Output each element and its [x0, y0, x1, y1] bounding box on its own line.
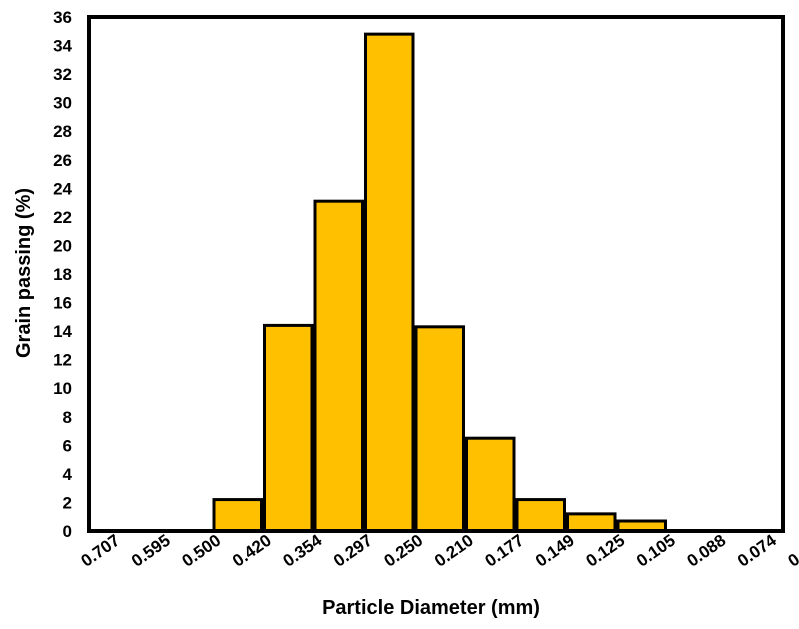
y-tick-label: 36 — [53, 8, 72, 27]
x-axis-ticks: 0.707 0.595 0.500 0.420 0.354 0.297 0.250 0.210… — [78, 530, 799, 570]
bar — [313, 199, 364, 533]
y-tick-label: 12 — [53, 351, 72, 370]
bar — [566, 512, 617, 533]
y-tick-label: 8 — [63, 408, 72, 427]
bar — [414, 325, 465, 533]
x-tick-label: 0.177 — [482, 531, 528, 571]
y-tick-label: 22 — [53, 208, 72, 227]
x-axis-title: Particle Diameter (mm) — [322, 597, 540, 619]
plot-frame — [87, 15, 785, 533]
x-tick-label: 0.088 — [684, 531, 730, 571]
y-tick-label: 34 — [53, 37, 72, 56]
x-tick-label: 0.125 — [583, 531, 629, 571]
x-tick-label: 0.210 — [431, 531, 477, 571]
y-tick-label: 16 — [53, 294, 72, 313]
x-tick-label: 0.074 — [734, 530, 780, 570]
x-tick-label: 0.250 — [381, 531, 427, 571]
x-tick-label: 0.149 — [532, 531, 578, 571]
y-tick-label: 28 — [53, 122, 72, 141]
y-tick-label: 30 — [53, 94, 72, 113]
y-tick-label: 6 — [63, 436, 72, 455]
x-tick-label: 0.062 — [785, 531, 799, 571]
x-tick-label: 0.420 — [229, 531, 275, 571]
y-tick-label: 18 — [53, 265, 72, 284]
bar — [263, 323, 314, 533]
y-tick-label: 26 — [53, 151, 72, 170]
y-tick-label: 10 — [53, 379, 72, 398]
y-axis-title: Grain passing (%) — [13, 188, 35, 358]
bar-series — [212, 32, 667, 533]
y-tick-label: 32 — [53, 65, 72, 84]
x-tick-label: 0.105 — [633, 531, 679, 571]
x-tick-label: 0.707 — [78, 531, 124, 571]
bar — [212, 498, 263, 533]
y-tick-label: 20 — [53, 236, 72, 255]
bar — [364, 32, 415, 533]
y-tick-label: 14 — [53, 322, 72, 341]
x-tick-label: 0.595 — [128, 531, 174, 571]
y-tick-label: 4 — [63, 465, 73, 484]
y-tick-label: 0 — [63, 522, 72, 541]
x-tick-label: 0.354 — [280, 530, 326, 570]
bar — [465, 436, 516, 533]
y-tick-label: 2 — [63, 493, 72, 512]
y-tick-label: 24 — [53, 179, 72, 198]
bar — [515, 498, 566, 533]
x-tick-label: 0.297 — [330, 531, 376, 571]
x-tick-label: 0.500 — [179, 531, 225, 571]
